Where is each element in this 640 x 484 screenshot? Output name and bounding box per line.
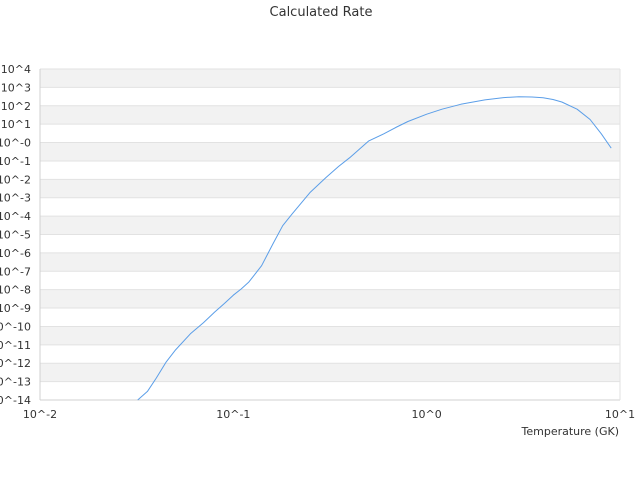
y-tick-label: 10^-14 bbox=[0, 394, 31, 407]
grid-band bbox=[40, 326, 620, 345]
axes bbox=[39, 69, 621, 401]
y-tick-label: 10^-7 bbox=[0, 265, 31, 278]
grid-band bbox=[40, 87, 620, 106]
y-tick-labels: 10^4 10^3 10^2 10^1 10^-0 10^-1 10^-2 10^-3 10^-… bbox=[0, 63, 31, 407]
x-axis-label: Temperature (GK) bbox=[521, 425, 620, 438]
x-tick-label: 10^-1 bbox=[216, 408, 250, 421]
x-tick-label: 10^1 bbox=[605, 408, 635, 421]
grid-band bbox=[40, 197, 620, 217]
y-tick-label: 10^-3 bbox=[0, 192, 31, 205]
series-line bbox=[137, 96, 612, 401]
y-tick-label: 10^-10 bbox=[0, 320, 31, 333]
gridlines bbox=[40, 68, 620, 401]
grid-band bbox=[40, 69, 620, 88]
grid-band bbox=[40, 252, 620, 272]
y-tick-label: 10^-11 bbox=[0, 339, 31, 352]
grid-band bbox=[40, 344, 620, 364]
y-tick-label: 10^-5 bbox=[0, 229, 31, 242]
grid-band bbox=[40, 160, 620, 180]
grid-band bbox=[40, 234, 620, 253]
y-tick-label: 10^-6 bbox=[0, 247, 31, 260]
y-tick-label: 10^-4 bbox=[0, 210, 31, 223]
grid-band bbox=[40, 216, 620, 235]
grid-band bbox=[40, 271, 620, 290]
x-tick-labels: 10^-2 10^-1 10^0 10^1 bbox=[23, 408, 635, 421]
chart-title: Calculated Rate bbox=[270, 5, 373, 20]
x-tick-label: 10^0 bbox=[412, 408, 442, 421]
grid-band bbox=[40, 289, 620, 309]
grid-band bbox=[40, 142, 620, 161]
x-tick-label: 10^-2 bbox=[23, 408, 57, 421]
y-tick-label: 10^2 bbox=[1, 100, 31, 113]
y-tick-label: 10^-9 bbox=[0, 302, 31, 315]
grid-band bbox=[40, 308, 620, 327]
y-tick-label: 10^-13 bbox=[0, 376, 31, 389]
y-tick-label: 10^4 bbox=[1, 63, 31, 76]
y-tick-label: 10^-8 bbox=[0, 284, 31, 297]
grid-band bbox=[40, 363, 620, 382]
grid-band bbox=[40, 105, 620, 125]
grid-band bbox=[40, 179, 620, 198]
grid-band bbox=[40, 124, 620, 143]
y-tick-label: 10^-12 bbox=[0, 357, 31, 370]
y-tick-label: 10^3 bbox=[1, 81, 31, 94]
y-tick-label: 10^-2 bbox=[0, 173, 31, 186]
series-group bbox=[137, 96, 612, 401]
y-tick-label: 10^-0 bbox=[0, 137, 31, 150]
y-tick-label: 10^1 bbox=[1, 118, 31, 131]
y-tick-label: 10^-1 bbox=[0, 155, 31, 168]
grid-band bbox=[40, 381, 620, 400]
